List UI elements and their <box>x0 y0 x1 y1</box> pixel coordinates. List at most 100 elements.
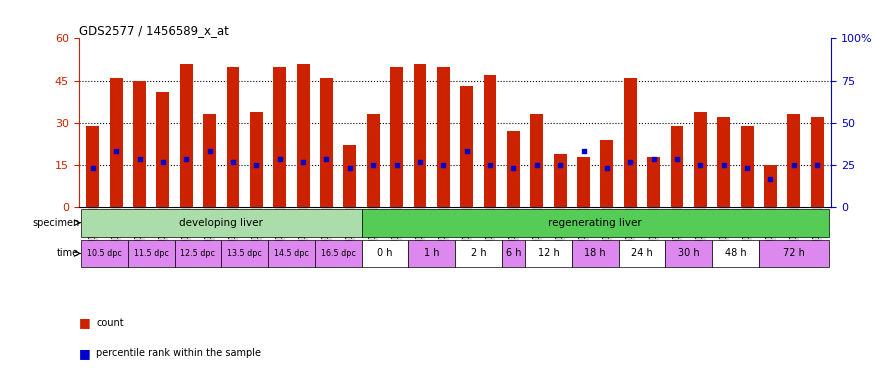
Bar <box>648 157 660 207</box>
Bar <box>250 112 262 207</box>
Bar <box>390 66 403 207</box>
Point <box>787 162 801 168</box>
Text: 18 h: 18 h <box>584 248 606 258</box>
Bar <box>81 240 128 267</box>
Point <box>179 156 193 162</box>
Bar <box>670 126 683 207</box>
Bar <box>320 78 332 207</box>
Text: 12 h: 12 h <box>537 248 559 258</box>
Text: 24 h: 24 h <box>631 248 653 258</box>
Bar <box>180 64 192 207</box>
Bar <box>759 240 829 267</box>
Point <box>717 162 731 168</box>
Point <box>109 148 123 154</box>
Bar <box>227 66 240 207</box>
Point <box>577 148 591 154</box>
Point <box>296 159 310 166</box>
Bar <box>554 154 567 207</box>
Point <box>203 148 217 154</box>
Bar <box>203 114 216 207</box>
Bar <box>367 114 380 207</box>
Point <box>132 156 146 162</box>
Bar <box>718 117 730 207</box>
Text: 48 h: 48 h <box>724 248 746 258</box>
Text: ■: ■ <box>79 347 90 360</box>
Point <box>693 162 707 168</box>
Bar <box>619 240 665 267</box>
Bar <box>315 240 361 267</box>
Point <box>226 159 240 166</box>
Text: GDS2577 / 1456589_x_at: GDS2577 / 1456589_x_at <box>79 24 228 37</box>
Text: 0 h: 0 h <box>377 248 393 258</box>
Bar <box>273 66 286 207</box>
Bar <box>133 81 146 207</box>
Point <box>529 162 543 168</box>
Point <box>413 159 427 166</box>
Bar <box>694 112 707 207</box>
Point <box>764 176 778 182</box>
Bar <box>665 240 712 267</box>
Text: ■: ■ <box>79 316 90 329</box>
Bar <box>460 86 473 207</box>
Bar <box>109 78 123 207</box>
Text: 2 h: 2 h <box>471 248 487 258</box>
Point <box>389 162 403 168</box>
Text: 16.5 dpc: 16.5 dpc <box>321 249 355 258</box>
Bar <box>81 209 361 237</box>
Bar <box>484 75 496 207</box>
Point <box>86 165 100 171</box>
Bar <box>268 240 315 267</box>
Bar <box>343 146 356 207</box>
Point <box>459 148 473 154</box>
Point <box>553 162 567 168</box>
Bar <box>128 240 175 267</box>
Bar <box>175 240 221 267</box>
Bar <box>297 64 310 207</box>
Text: 1 h: 1 h <box>424 248 439 258</box>
Bar <box>624 78 637 207</box>
Text: count: count <box>96 318 124 328</box>
Text: regenerating liver: regenerating liver <box>549 218 642 228</box>
Point <box>600 165 614 171</box>
Point <box>343 165 357 171</box>
Bar <box>578 157 590 207</box>
Bar <box>361 240 409 267</box>
Bar <box>87 126 99 207</box>
Text: percentile rank within the sample: percentile rank within the sample <box>96 348 262 358</box>
Text: 6 h: 6 h <box>506 248 522 258</box>
Point <box>670 156 684 162</box>
Point <box>249 162 263 168</box>
Text: 13.5 dpc: 13.5 dpc <box>228 249 262 258</box>
Text: specimen: specimen <box>32 218 80 228</box>
Point <box>483 162 497 168</box>
Text: 11.5 dpc: 11.5 dpc <box>134 249 169 258</box>
Text: 10.5 dpc: 10.5 dpc <box>87 249 122 258</box>
Bar <box>811 117 823 207</box>
Bar <box>221 240 268 267</box>
Text: 12.5 dpc: 12.5 dpc <box>180 249 215 258</box>
Bar <box>788 114 801 207</box>
Text: 14.5 dpc: 14.5 dpc <box>274 249 309 258</box>
Bar <box>437 66 450 207</box>
Text: 30 h: 30 h <box>678 248 699 258</box>
Bar <box>525 240 572 267</box>
Point <box>623 159 637 166</box>
Bar <box>157 92 169 207</box>
Point <box>273 156 287 162</box>
Bar <box>712 240 759 267</box>
Point <box>647 156 661 162</box>
Bar <box>741 126 753 207</box>
Point <box>437 162 451 168</box>
Bar <box>455 240 501 267</box>
Bar <box>764 165 777 207</box>
Bar <box>501 240 525 267</box>
Bar <box>409 240 455 267</box>
Bar <box>414 64 426 207</box>
Point <box>810 162 824 168</box>
Bar <box>572 240 619 267</box>
Bar <box>361 209 829 237</box>
Point <box>507 165 521 171</box>
Point <box>319 156 333 162</box>
Point <box>740 165 754 171</box>
Bar <box>600 140 613 207</box>
